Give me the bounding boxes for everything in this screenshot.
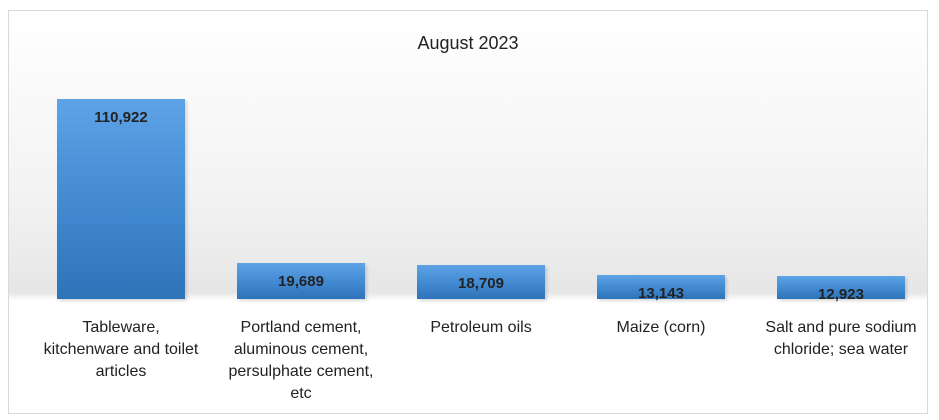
data-label: 13,143 — [638, 285, 684, 303]
bar — [417, 265, 545, 299]
data-label: 19,689 — [278, 273, 324, 291]
data-label: 18,709 — [458, 275, 504, 293]
bar — [237, 263, 365, 299]
bar — [57, 99, 185, 299]
bar — [597, 275, 725, 299]
chart: August 2023 110,922 Tableware, kitchenwar… — [8, 10, 928, 414]
x-tick-label: Petroleum oils — [430, 319, 532, 336]
data-label: 110,922 — [94, 109, 148, 126]
x-tick-label: Salt and pure sodium chloride; sea water — [765, 319, 917, 358]
x-tick-label: Tableware, kitchenware and toilet articl… — [43, 319, 199, 380]
chart-title: August 2023 — [417, 33, 519, 53]
x-tick-label: Maize (corn) — [616, 319, 706, 336]
data-label: 12,923 — [818, 285, 864, 303]
bar — [777, 275, 905, 299]
x-tick-label: Portland cement, aluminous cement, persu… — [228, 319, 374, 402]
